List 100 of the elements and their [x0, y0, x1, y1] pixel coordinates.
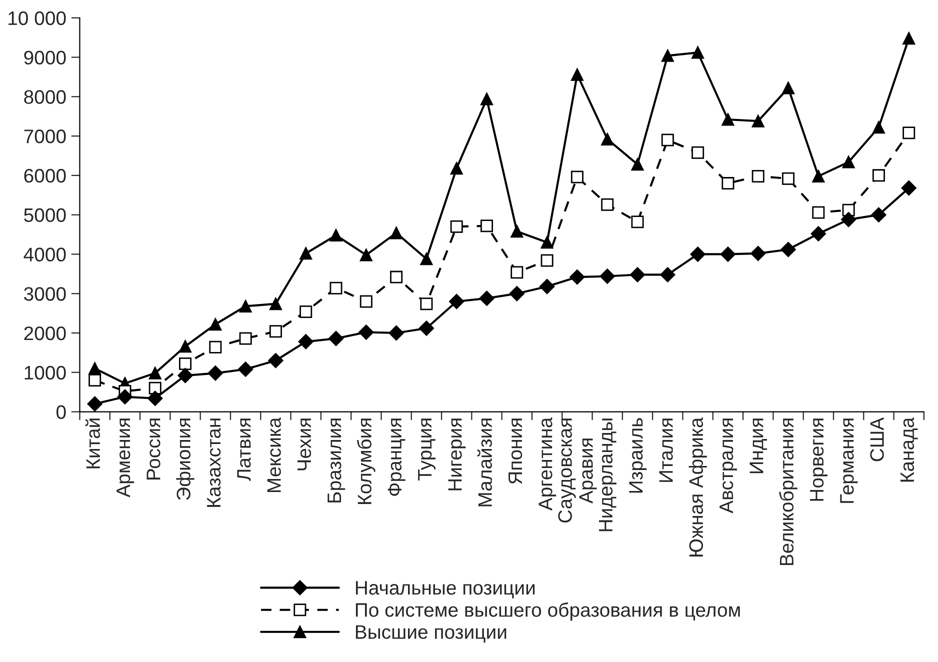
point [810, 226, 826, 242]
point [780, 242, 796, 258]
point [692, 146, 704, 159]
point [238, 362, 254, 377]
point [631, 216, 644, 228]
x-tick-label: Россия [146, 418, 160, 480]
point [901, 180, 916, 196]
point [540, 254, 554, 267]
point [510, 266, 524, 279]
point [209, 340, 222, 354]
point [631, 158, 644, 171]
y-tick-label: 9000 [24, 50, 66, 64]
y-tick-label: 10 000 [8, 11, 66, 26]
point [750, 246, 766, 261]
point [842, 156, 855, 168]
point [720, 246, 736, 262]
point [782, 172, 795, 185]
point [269, 325, 282, 338]
point [390, 270, 403, 284]
point [752, 170, 764, 182]
x-tick-label: Франция [388, 418, 406, 496]
point [539, 278, 555, 294]
y-tick-label: 7000 [24, 130, 66, 144]
point [872, 169, 885, 182]
point [450, 162, 463, 175]
point [450, 220, 463, 233]
point [449, 294, 464, 310]
point [388, 325, 404, 341]
point [179, 340, 192, 353]
point [88, 362, 102, 375]
point [660, 267, 676, 282]
point [812, 206, 825, 219]
y-tick-label: 1000 [24, 366, 66, 380]
point [540, 236, 554, 249]
point [690, 246, 706, 262]
y-tick-label: 6000 [24, 168, 66, 183]
y-tick-label: 8000 [24, 90, 66, 104]
y-tick-label: 3000 [24, 287, 66, 301]
x-tick-label: Индия [750, 418, 768, 474]
y-tick-label: 4000 [24, 248, 66, 262]
x-tick-label: Великобритания [779, 418, 798, 566]
point [601, 198, 614, 211]
x-tick-label: Эфиопия [176, 418, 194, 500]
x-tick-label: Турция [418, 418, 436, 481]
point [479, 290, 494, 306]
point [328, 330, 344, 346]
point [300, 247, 312, 260]
point [268, 352, 284, 368]
point [209, 318, 222, 331]
point [420, 252, 433, 266]
x-tick-label: Япония [508, 418, 522, 484]
point [812, 170, 825, 182]
point [752, 114, 764, 128]
point [570, 68, 584, 81]
point [269, 298, 282, 310]
point [88, 374, 102, 387]
x-tick-label: Южная Африка [688, 417, 707, 556]
point [661, 134, 674, 146]
point [840, 212, 856, 228]
point [509, 286, 524, 302]
x-tick-label: Нидерланды [599, 418, 616, 532]
x-tick-label: Колумбия [357, 418, 376, 504]
point [87, 396, 102, 412]
point [418, 320, 434, 336]
point [480, 220, 494, 232]
point [510, 225, 524, 238]
point [692, 46, 704, 59]
legend-label: По системе высшего образования в целом [356, 602, 740, 621]
point [208, 366, 223, 381]
x-tick-label: Норвегия [810, 418, 828, 501]
x-tick-label: Саудовская Аравия [558, 418, 597, 523]
point [330, 229, 342, 242]
y-tick-label: 2000 [24, 326, 66, 340]
point [300, 305, 312, 318]
point [239, 332, 252, 345]
x-tick-label: Канада [900, 417, 918, 482]
point [722, 113, 734, 126]
x-tick-label: Бразилия [328, 418, 346, 502]
point [239, 300, 252, 312]
x-tick-label: Казахстан [207, 418, 221, 507]
point [570, 269, 585, 285]
x-tick-label: Мексика [267, 417, 281, 492]
x-tick-label: Чехия [298, 418, 312, 470]
point [148, 366, 162, 380]
x-tick-label: Армения [116, 418, 134, 498]
point [358, 324, 374, 340]
point [902, 126, 916, 140]
y-tick-label: 0 [56, 405, 66, 419]
point [661, 49, 674, 62]
x-tick-label: США [870, 417, 884, 462]
point [480, 92, 494, 106]
x-tick-label: Австралия [720, 418, 738, 514]
point [722, 177, 734, 190]
point [872, 121, 885, 134]
point [871, 207, 886, 222]
point [630, 267, 646, 282]
point [360, 295, 372, 308]
x-tick-label: Аргентина [538, 417, 556, 511]
point [178, 368, 193, 384]
point [117, 389, 133, 404]
